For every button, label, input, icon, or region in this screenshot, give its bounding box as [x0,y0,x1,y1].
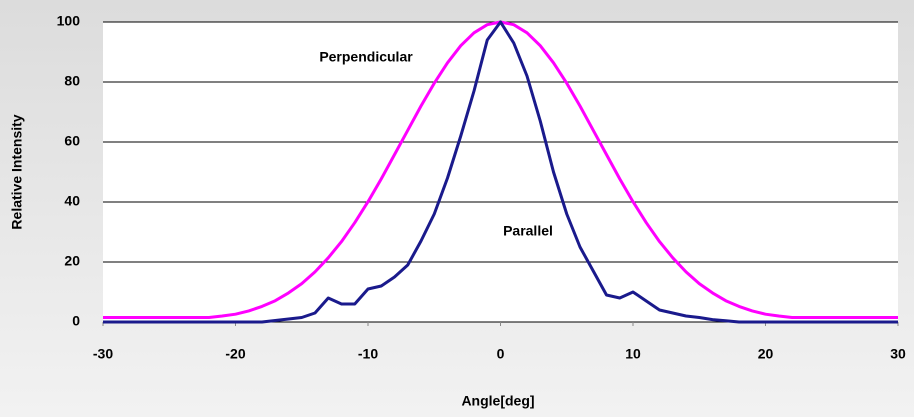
x-tick-label: -30 [93,346,113,362]
x-tick-label: 0 [497,346,505,362]
lines [103,20,898,324]
x-tick-label: 30 [890,346,906,362]
series-line [103,20,898,324]
x-axis-title: Angle[deg] [461,393,534,409]
plot-area [103,22,898,322]
y-axis-title: Relative Intensity [9,114,25,229]
y-tick-label: 60 [64,133,80,149]
y-tick-label: 40 [64,193,80,209]
y-tick-label: 80 [64,73,80,89]
y-tick-label: 20 [64,253,80,269]
annotation: Perpendicular [319,49,413,65]
x-tick-label: 10 [625,346,641,362]
x-tick-label: -10 [358,346,378,362]
y-tick-label: 0 [72,313,80,329]
y-tick-label: 100 [57,13,81,29]
x-tick-label: 20 [758,346,774,362]
annotation: Parallel [503,223,553,239]
x-tick-label: -20 [225,346,245,362]
